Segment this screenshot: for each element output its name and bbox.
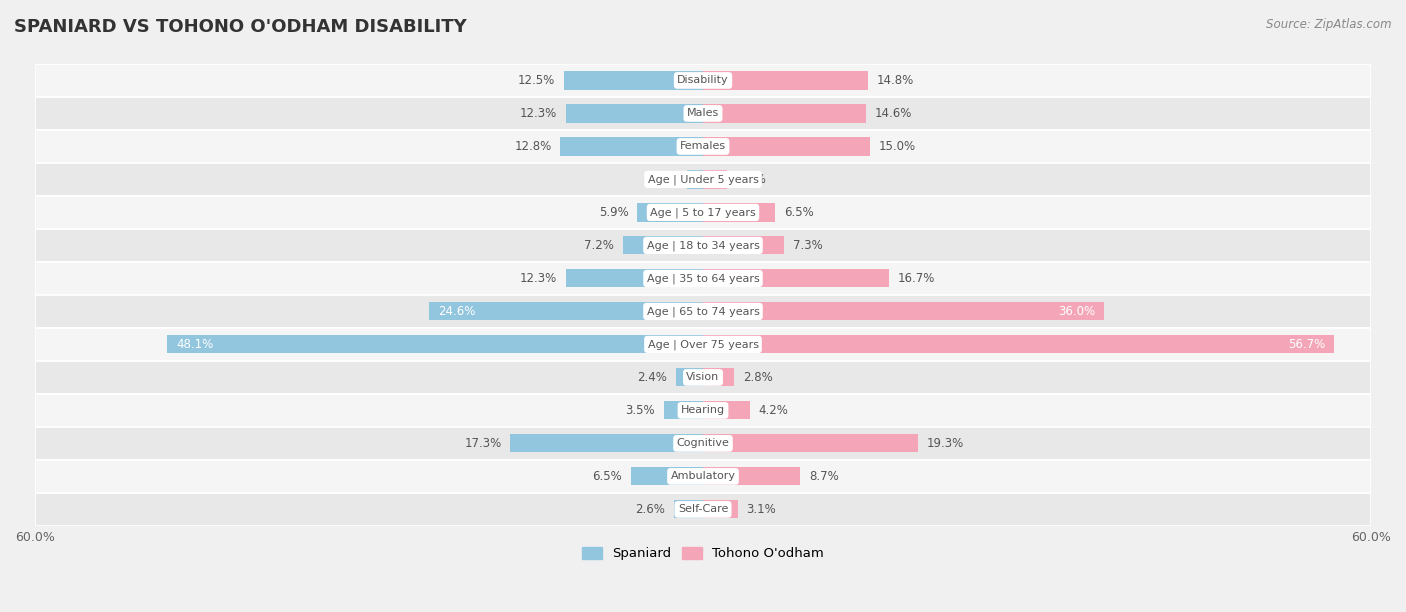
Bar bbox=[510, 435, 703, 452]
Bar bbox=[35, 97, 1371, 130]
Text: 3.1%: 3.1% bbox=[747, 503, 776, 516]
Text: Age | 5 to 17 years: Age | 5 to 17 years bbox=[650, 207, 756, 218]
Text: 3.5%: 3.5% bbox=[626, 404, 655, 417]
Text: SPANIARD VS TOHONO O'ODHAM DISABILITY: SPANIARD VS TOHONO O'ODHAM DISABILITY bbox=[14, 18, 467, 36]
Text: 16.7%: 16.7% bbox=[898, 272, 935, 285]
Text: 24.6%: 24.6% bbox=[439, 305, 475, 318]
Text: 2.4%: 2.4% bbox=[637, 371, 668, 384]
Text: Ambulatory: Ambulatory bbox=[671, 471, 735, 482]
Bar bbox=[561, 137, 703, 155]
Bar bbox=[664, 401, 703, 419]
Text: 56.7%: 56.7% bbox=[1288, 338, 1326, 351]
Text: 2.8%: 2.8% bbox=[744, 371, 773, 384]
Text: Age | Over 75 years: Age | Over 75 years bbox=[648, 339, 758, 349]
Bar bbox=[703, 137, 870, 155]
Text: Disability: Disability bbox=[678, 75, 728, 86]
Bar bbox=[567, 269, 703, 288]
Bar bbox=[564, 72, 703, 89]
Text: 6.5%: 6.5% bbox=[592, 470, 621, 483]
Bar bbox=[35, 361, 1371, 394]
Bar bbox=[429, 302, 703, 321]
Bar bbox=[703, 335, 1334, 354]
Text: 7.3%: 7.3% bbox=[793, 239, 823, 252]
Bar bbox=[703, 203, 775, 222]
Text: 14.6%: 14.6% bbox=[875, 107, 912, 120]
Text: Cognitive: Cognitive bbox=[676, 438, 730, 449]
Text: 6.5%: 6.5% bbox=[785, 206, 814, 219]
Text: 8.7%: 8.7% bbox=[808, 470, 838, 483]
Bar bbox=[688, 170, 703, 188]
Text: Self-Care: Self-Care bbox=[678, 504, 728, 514]
Bar bbox=[35, 262, 1371, 295]
Text: 12.3%: 12.3% bbox=[520, 107, 557, 120]
Text: 36.0%: 36.0% bbox=[1057, 305, 1095, 318]
Text: 5.9%: 5.9% bbox=[599, 206, 628, 219]
Bar bbox=[35, 64, 1371, 97]
Legend: Spaniard, Tohono O'odham: Spaniard, Tohono O'odham bbox=[576, 542, 830, 565]
Text: Source: ZipAtlas.com: Source: ZipAtlas.com bbox=[1267, 18, 1392, 31]
Bar bbox=[623, 236, 703, 255]
Bar bbox=[35, 394, 1371, 427]
Bar bbox=[703, 435, 918, 452]
Bar bbox=[703, 368, 734, 386]
Bar bbox=[673, 500, 703, 518]
Text: Hearing: Hearing bbox=[681, 405, 725, 416]
Text: 1.4%: 1.4% bbox=[648, 173, 679, 186]
Bar bbox=[703, 500, 738, 518]
Bar bbox=[167, 335, 703, 354]
Bar bbox=[35, 427, 1371, 460]
Text: Age | Under 5 years: Age | Under 5 years bbox=[648, 174, 758, 185]
Text: 48.1%: 48.1% bbox=[176, 338, 214, 351]
Bar bbox=[631, 468, 703, 485]
Bar bbox=[35, 196, 1371, 229]
Text: 19.3%: 19.3% bbox=[927, 437, 965, 450]
Bar bbox=[35, 295, 1371, 328]
Bar bbox=[703, 170, 727, 188]
Text: 15.0%: 15.0% bbox=[879, 140, 917, 153]
Bar bbox=[637, 203, 703, 222]
Text: 12.8%: 12.8% bbox=[515, 140, 551, 153]
Bar bbox=[703, 72, 868, 89]
Text: 14.8%: 14.8% bbox=[877, 74, 914, 87]
Text: Age | 18 to 34 years: Age | 18 to 34 years bbox=[647, 240, 759, 251]
Text: 2.2%: 2.2% bbox=[737, 173, 766, 186]
Bar bbox=[703, 468, 800, 485]
Bar bbox=[35, 493, 1371, 526]
Text: Age | 35 to 64 years: Age | 35 to 64 years bbox=[647, 273, 759, 284]
Text: Females: Females bbox=[681, 141, 725, 151]
Text: 12.3%: 12.3% bbox=[520, 272, 557, 285]
Bar bbox=[703, 236, 785, 255]
Text: 7.2%: 7.2% bbox=[583, 239, 614, 252]
Bar bbox=[567, 105, 703, 122]
Text: 2.6%: 2.6% bbox=[636, 503, 665, 516]
Text: Age | 65 to 74 years: Age | 65 to 74 years bbox=[647, 306, 759, 316]
Bar bbox=[35, 229, 1371, 262]
Bar bbox=[676, 368, 703, 386]
Bar bbox=[703, 105, 866, 122]
Text: Males: Males bbox=[688, 108, 718, 119]
Bar bbox=[35, 130, 1371, 163]
Bar bbox=[703, 302, 1104, 321]
Text: 12.5%: 12.5% bbox=[517, 74, 555, 87]
Bar bbox=[35, 163, 1371, 196]
Bar bbox=[703, 401, 749, 419]
Bar bbox=[703, 269, 889, 288]
Text: 17.3%: 17.3% bbox=[464, 437, 502, 450]
Bar bbox=[35, 328, 1371, 361]
Bar bbox=[35, 460, 1371, 493]
Text: Vision: Vision bbox=[686, 372, 720, 382]
Text: 4.2%: 4.2% bbox=[759, 404, 789, 417]
